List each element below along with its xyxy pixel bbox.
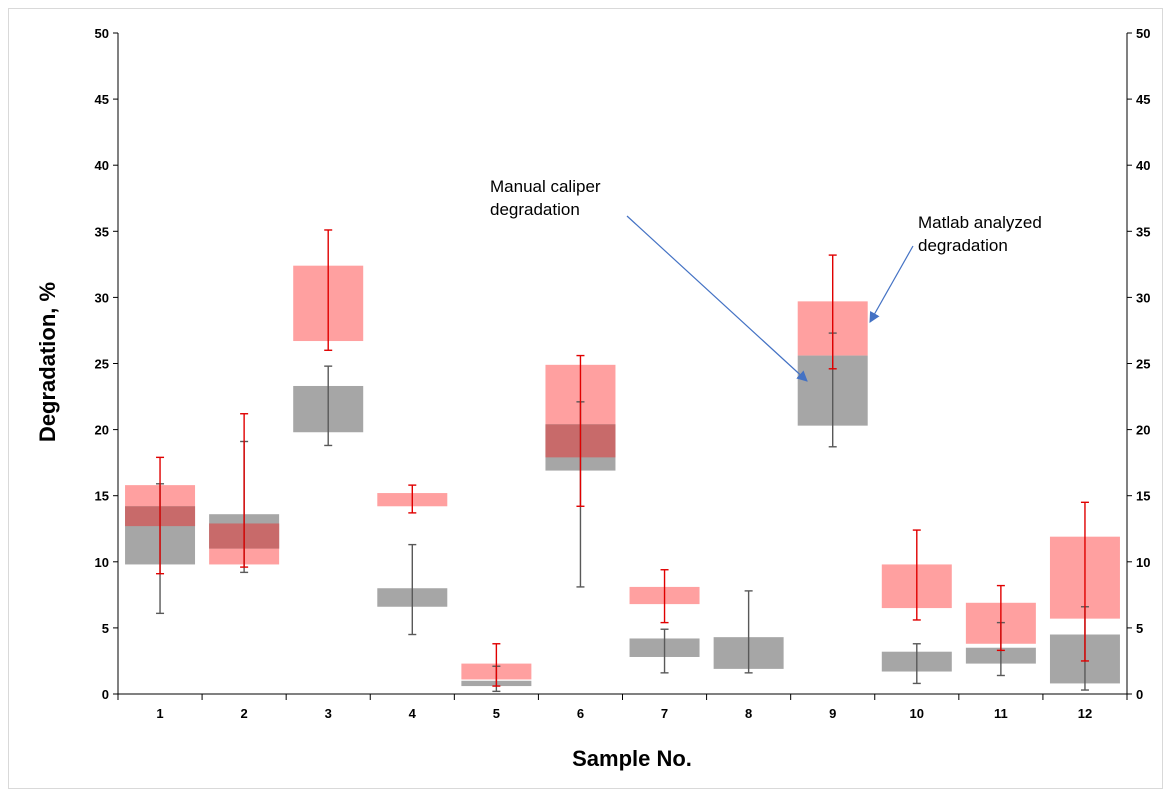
- y-tick-label: 50: [95, 26, 109, 41]
- x-tick-label: 4: [409, 706, 417, 721]
- y-tick-label: 20: [95, 423, 109, 438]
- x-tick-label: 12: [1078, 706, 1092, 721]
- boxes-layer: [125, 229, 1120, 693]
- y-tick-label: 5: [102, 621, 109, 636]
- x-tick-label: 10: [910, 706, 924, 721]
- y-tick-label: 0: [102, 687, 109, 702]
- y-tick-label: 25: [95, 357, 109, 372]
- secondary-y-tick-label: 10: [1136, 555, 1150, 570]
- manual-annotation-arrow: [626, 215, 808, 382]
- x-tick-label: 3: [325, 706, 332, 721]
- y-tick-label: 35: [95, 224, 109, 239]
- y-tick-label: 45: [95, 92, 109, 107]
- x-tick-label: 8: [745, 706, 752, 721]
- matlab-annotation-line: Matlab analyzed: [918, 213, 1042, 232]
- secondary-y-tick-label: 5: [1136, 621, 1143, 636]
- matlab-annotation-line: degradation: [918, 236, 1008, 255]
- secondary-y-tick-label: 40: [1136, 158, 1150, 173]
- axes-layer: [113, 32, 1132, 700]
- x-tick-label: 5: [493, 706, 500, 721]
- y-axis-title: Degradation, %: [35, 282, 60, 442]
- secondary-y-tick-label: 45: [1136, 92, 1150, 107]
- chart-frame: [8, 8, 1163, 789]
- secondary-y-tick-label: 50: [1136, 26, 1150, 41]
- secondary-y-tick-label: 35: [1136, 224, 1150, 239]
- secondary-y-tick-label: 15: [1136, 489, 1150, 504]
- secondary-y-tick-label: 30: [1136, 290, 1150, 305]
- matlab-annotation-label: Matlab analyzed degradation: [918, 213, 1042, 255]
- x-tick-label: 2: [241, 706, 248, 721]
- manual-annotation-line: degradation: [490, 200, 580, 219]
- secondary-y-tick-label: 25: [1136, 357, 1150, 372]
- y-tick-label: 15: [95, 489, 109, 504]
- x-tick-label: 1: [156, 706, 163, 721]
- secondary-y-tick-label: 20: [1136, 423, 1150, 438]
- x-axis-title: Sample No.: [572, 746, 692, 771]
- x-tick-label: 7: [661, 706, 668, 721]
- y-tick-label: 30: [95, 290, 109, 305]
- x-tick-label: 9: [829, 706, 836, 721]
- secondary-y-tick-label: 0: [1136, 687, 1143, 702]
- manual-annotation-line: Manual caliper: [490, 177, 601, 196]
- manual-annotation-label: Manual caliper degradation: [490, 177, 601, 219]
- y-tick-label: 10: [95, 555, 109, 570]
- matlab-annotation-arrow: [869, 245, 914, 323]
- x-tick-label: 6: [577, 706, 584, 721]
- y-tick-label: 40: [95, 158, 109, 173]
- x-tick-label: 11: [994, 706, 1008, 721]
